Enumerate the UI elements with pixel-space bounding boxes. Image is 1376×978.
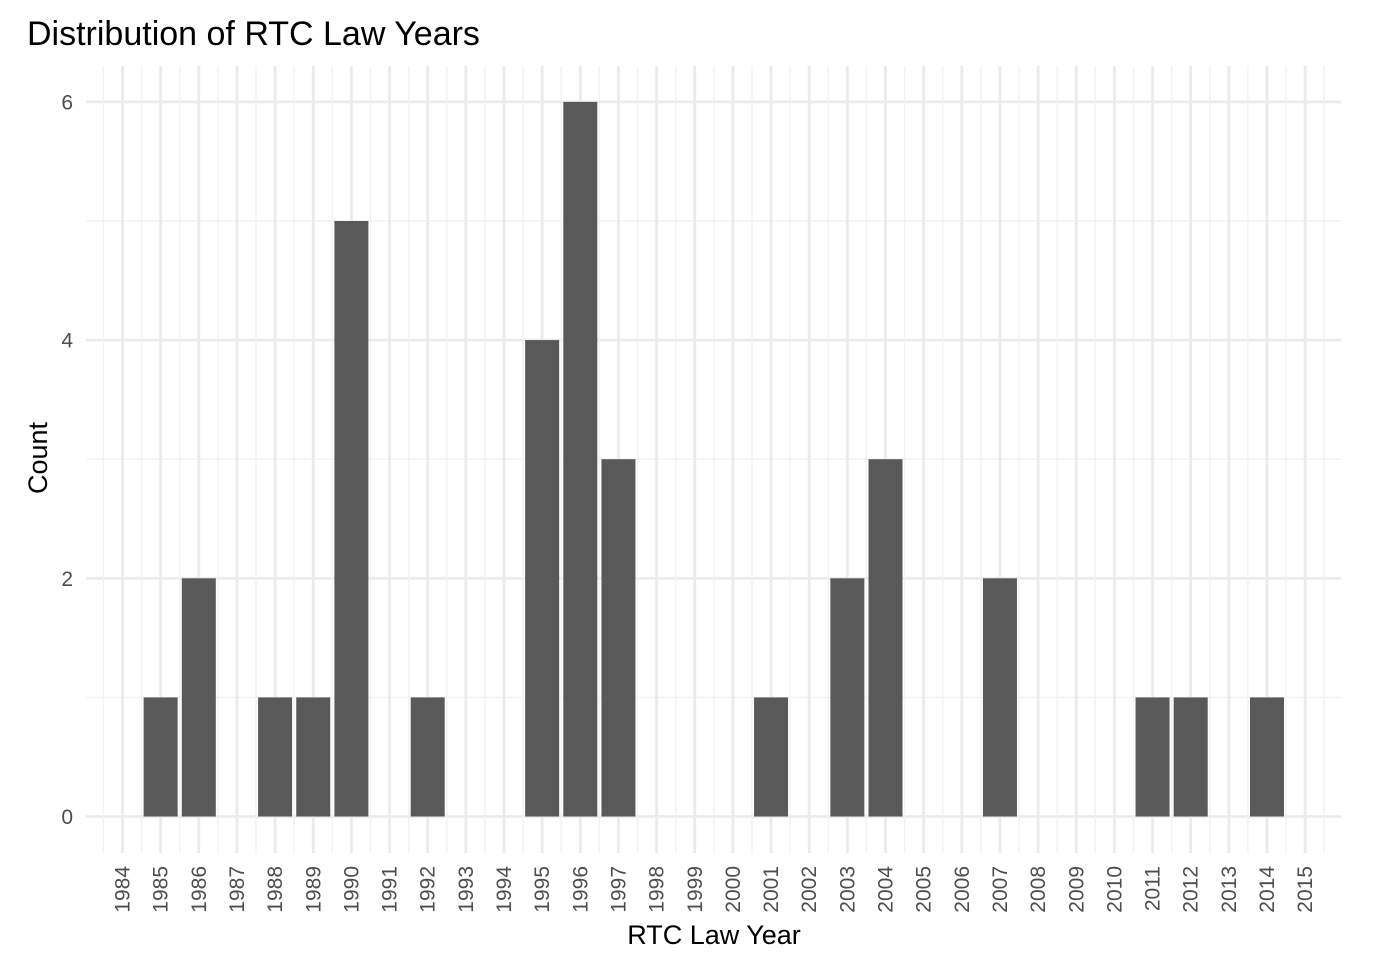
x-tick-label: 1995: [531, 866, 554, 913]
x-tick-label: 1986: [188, 866, 211, 913]
x-axis-title: RTC Law Year: [627, 920, 801, 950]
bar-2001: [754, 697, 789, 817]
x-tick-label: 2008: [1027, 866, 1050, 913]
x-tick-label: 2000: [722, 866, 745, 913]
x-tick-label: 1992: [417, 866, 440, 913]
bar-1986: [181, 578, 216, 817]
x-tick-label: 1998: [646, 866, 669, 913]
x-tick-label: 1989: [302, 866, 325, 913]
x-tick-label: 2013: [1218, 866, 1241, 913]
y-axis-ticks: 0 2 4 6: [61, 91, 73, 829]
x-tick-label: 2015: [1294, 866, 1317, 913]
bar-1990: [334, 221, 369, 817]
bar-1988: [258, 697, 293, 817]
bar-1997: [601, 459, 636, 817]
x-tick-label: 1984: [112, 866, 135, 913]
bar-1985: [143, 697, 178, 817]
x-tick-label: 2007: [989, 866, 1012, 913]
bar-1996: [563, 101, 598, 817]
chart-title: Distribution of RTC Law Years: [27, 15, 480, 53]
bar-1989: [296, 697, 331, 817]
y-tick-label: 0: [61, 806, 73, 829]
x-tick-label: 2002: [798, 866, 821, 913]
y-tick-label: 6: [61, 91, 73, 114]
bar-2004: [868, 459, 903, 817]
x-tick-label: 2012: [1180, 866, 1203, 913]
x-tick-label: 1999: [684, 866, 707, 913]
x-tick-label: 2009: [1065, 866, 1088, 913]
x-tick-label: 2011: [1142, 866, 1165, 911]
x-tick-label: 1996: [569, 866, 592, 913]
x-tick-label: 2001: [760, 866, 783, 913]
x-tick-label: 2004: [875, 866, 898, 913]
y-axis-title: Count: [23, 421, 53, 494]
x-tick-label: 2014: [1256, 866, 1279, 913]
x-tick-label: 1997: [607, 866, 630, 913]
y-tick-label: 4: [61, 330, 73, 353]
bars: [143, 101, 1284, 817]
bar-1995: [525, 340, 560, 817]
bar-2007: [982, 578, 1017, 817]
x-tick-label: 1988: [264, 866, 287, 913]
x-tick-label: 2010: [1103, 866, 1126, 913]
bar-1992: [410, 697, 445, 817]
x-axis-ticks: 1984 1985 1986 1987 1988 1989 1990 1991 1992 1993…: [112, 866, 1318, 913]
x-tick-label: 2006: [951, 866, 974, 913]
bar-2014: [1250, 697, 1284, 817]
y-tick-label: 2: [61, 568, 73, 591]
x-tick-label: 1994: [493, 866, 516, 913]
bar-2003: [830, 578, 865, 817]
bar-2011: [1135, 697, 1170, 817]
bar-2012: [1173, 697, 1208, 817]
x-tick-label: 1993: [455, 866, 478, 913]
x-tick-label: 2005: [913, 866, 936, 913]
x-tick-label: 1987: [226, 866, 249, 913]
x-tick-label: 2003: [836, 866, 859, 913]
x-tick-label: 1985: [150, 866, 173, 913]
x-tick-label: 1991: [379, 866, 402, 913]
x-tick-label: 1990: [340, 866, 363, 913]
